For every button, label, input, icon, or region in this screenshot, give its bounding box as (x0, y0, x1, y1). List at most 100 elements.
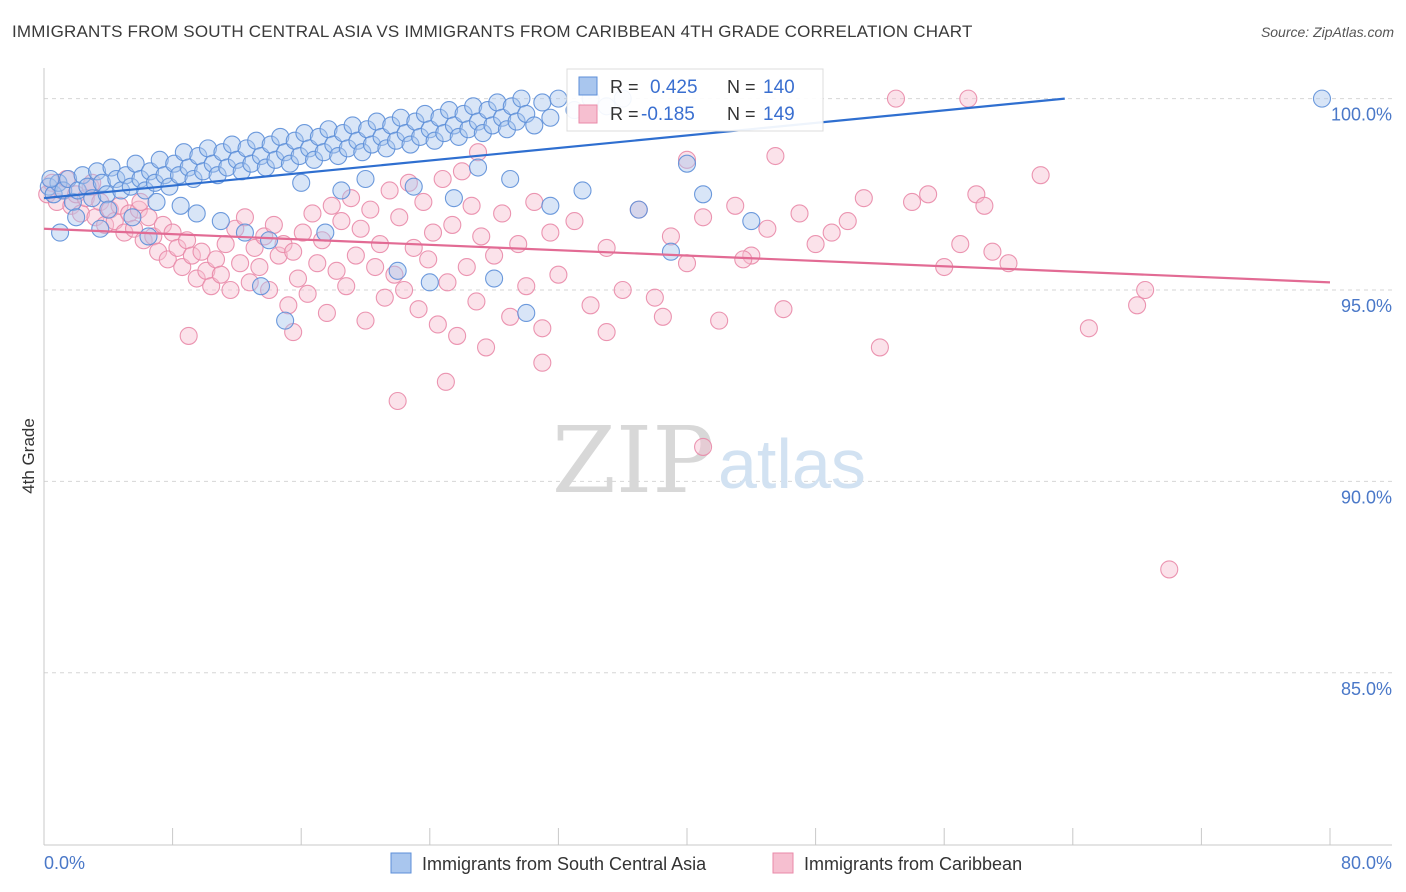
data-point-caribbean (438, 273, 457, 292)
data-point-caribbean (332, 212, 351, 231)
data-point-caribbean (597, 323, 616, 342)
data-point-caribbean (182, 246, 201, 265)
data-point-south-central-asia (99, 200, 118, 219)
data-point-south-central-asia (87, 162, 107, 181)
data-point-caribbean (919, 185, 938, 204)
data-point-caribbean (613, 280, 632, 300)
data-point-south-central-asia (485, 269, 504, 288)
data-point-caribbean (766, 146, 785, 166)
data-point-caribbean (677, 150, 697, 169)
data-point-caribbean (581, 296, 600, 315)
data-point-caribbean (468, 143, 488, 162)
data-point-caribbean (428, 315, 447, 334)
data-point-caribbean (409, 300, 428, 319)
watermark-zip: ZIP (552, 407, 714, 514)
data-point-south-central-asia (435, 124, 454, 143)
y-tick-label: 85.0% (1341, 679, 1392, 699)
y-tick-labels: 100.0% 95.0% 90.0% 85.0% (1331, 105, 1392, 699)
data-point-caribbean (423, 223, 443, 242)
data-point-caribbean (509, 235, 528, 254)
data-point-south-central-asia (211, 212, 230, 231)
data-point-caribbean (477, 338, 496, 357)
data-point-caribbean (999, 254, 1018, 273)
y-tick-label: 90.0% (1341, 487, 1392, 507)
x-tick-label-max: 80.0% (1341, 853, 1392, 873)
data-point-south-central-asia (290, 146, 309, 166)
data-point-caribbean (235, 208, 254, 227)
data-point-south-central-asia (425, 131, 444, 150)
data-point-caribbean (303, 204, 322, 223)
data-point-south-central-asia (541, 108, 560, 127)
data-point-caribbean (758, 219, 777, 238)
data-point-caribbean (414, 192, 433, 212)
stats-n-label-pink: N = (727, 104, 756, 124)
data-point-south-central-asia (353, 143, 372, 162)
data-point-south-central-asia (187, 204, 206, 223)
data-point-south-central-asia (91, 219, 110, 238)
data-point-south-central-asia (449, 127, 468, 146)
data-point-south-central-asia (102, 158, 121, 177)
data-point-south-central-asia (420, 273, 439, 292)
data-point-caribbean (541, 223, 560, 242)
data-point-south-central-asia (388, 261, 407, 280)
data-point-south-central-asia (468, 158, 488, 177)
data-point-caribbean (293, 223, 312, 242)
data-point-caribbean (549, 265, 568, 284)
data-point-south-central-asia (78, 177, 97, 196)
data-point-south-central-asia (169, 166, 189, 185)
data-point-south-central-asia (401, 135, 420, 154)
data-point-south-central-asia (107, 169, 126, 189)
data-point-south-central-asia (259, 231, 279, 250)
data-point-caribbean (250, 257, 269, 277)
data-point-caribbean (467, 292, 486, 311)
data-point-caribbean (983, 242, 1002, 261)
data-point-south-central-asia (73, 166, 92, 185)
data-point-south-central-asia (266, 150, 285, 169)
data-point-caribbean (375, 288, 394, 307)
data-point-south-central-asia (251, 277, 271, 296)
data-point-south-central-asia (501, 169, 520, 189)
data-point-caribbean (346, 246, 365, 265)
data-point-south-central-asia (51, 223, 70, 242)
trend-line-south-central-asia (43, 97, 1065, 200)
data-point-south-central-asia (41, 169, 60, 189)
data-point-caribbean (279, 296, 298, 315)
data-point-caribbean (517, 277, 536, 296)
x-tick-label-min: 0.0% (44, 853, 85, 873)
data-point-caribbean (533, 353, 552, 372)
data-point-south-central-asia (194, 162, 213, 181)
data-point-caribbean (533, 319, 552, 338)
data-point-caribbean (790, 204, 809, 223)
data-point-caribbean (1031, 166, 1050, 185)
data-point-caribbean (565, 212, 584, 231)
data-point-south-central-asia (742, 212, 761, 231)
legend-swatch-south-central-asia (390, 852, 412, 874)
data-point-caribbean (726, 196, 745, 215)
data-point-caribbean (356, 311, 375, 330)
data-point-caribbean (886, 89, 906, 108)
data-point-south-central-asia (444, 189, 463, 208)
data-point-south-central-asia (362, 135, 381, 154)
data-point-caribbean (653, 307, 672, 326)
stats-r-value-blue: 0.425 (650, 77, 698, 98)
data-point-south-central-asia (661, 242, 680, 261)
data-point-caribbean (179, 326, 198, 345)
data-point-caribbean (380, 181, 399, 200)
data-point-south-central-asia (356, 169, 375, 189)
data-point-south-central-asia (242, 154, 261, 173)
data-point-south-central-asia (171, 196, 190, 215)
data-point-south-central-asia (131, 169, 150, 189)
data-point-caribbean (710, 311, 729, 330)
data-point-caribbean (361, 200, 380, 219)
data-point-south-central-asia (404, 177, 423, 196)
stats-swatch-blue (578, 76, 598, 96)
trend-line-caribbean (43, 227, 1331, 284)
data-point-caribbean (231, 254, 250, 273)
data-point-caribbean (187, 269, 206, 288)
data-point-caribbean (337, 277, 356, 296)
data-point-caribbean (149, 242, 168, 261)
data-point-south-central-asia (67, 208, 86, 227)
data-point-caribbean (341, 189, 361, 208)
data-point-caribbean (436, 372, 455, 391)
data-point-south-central-asia (1312, 89, 1332, 108)
